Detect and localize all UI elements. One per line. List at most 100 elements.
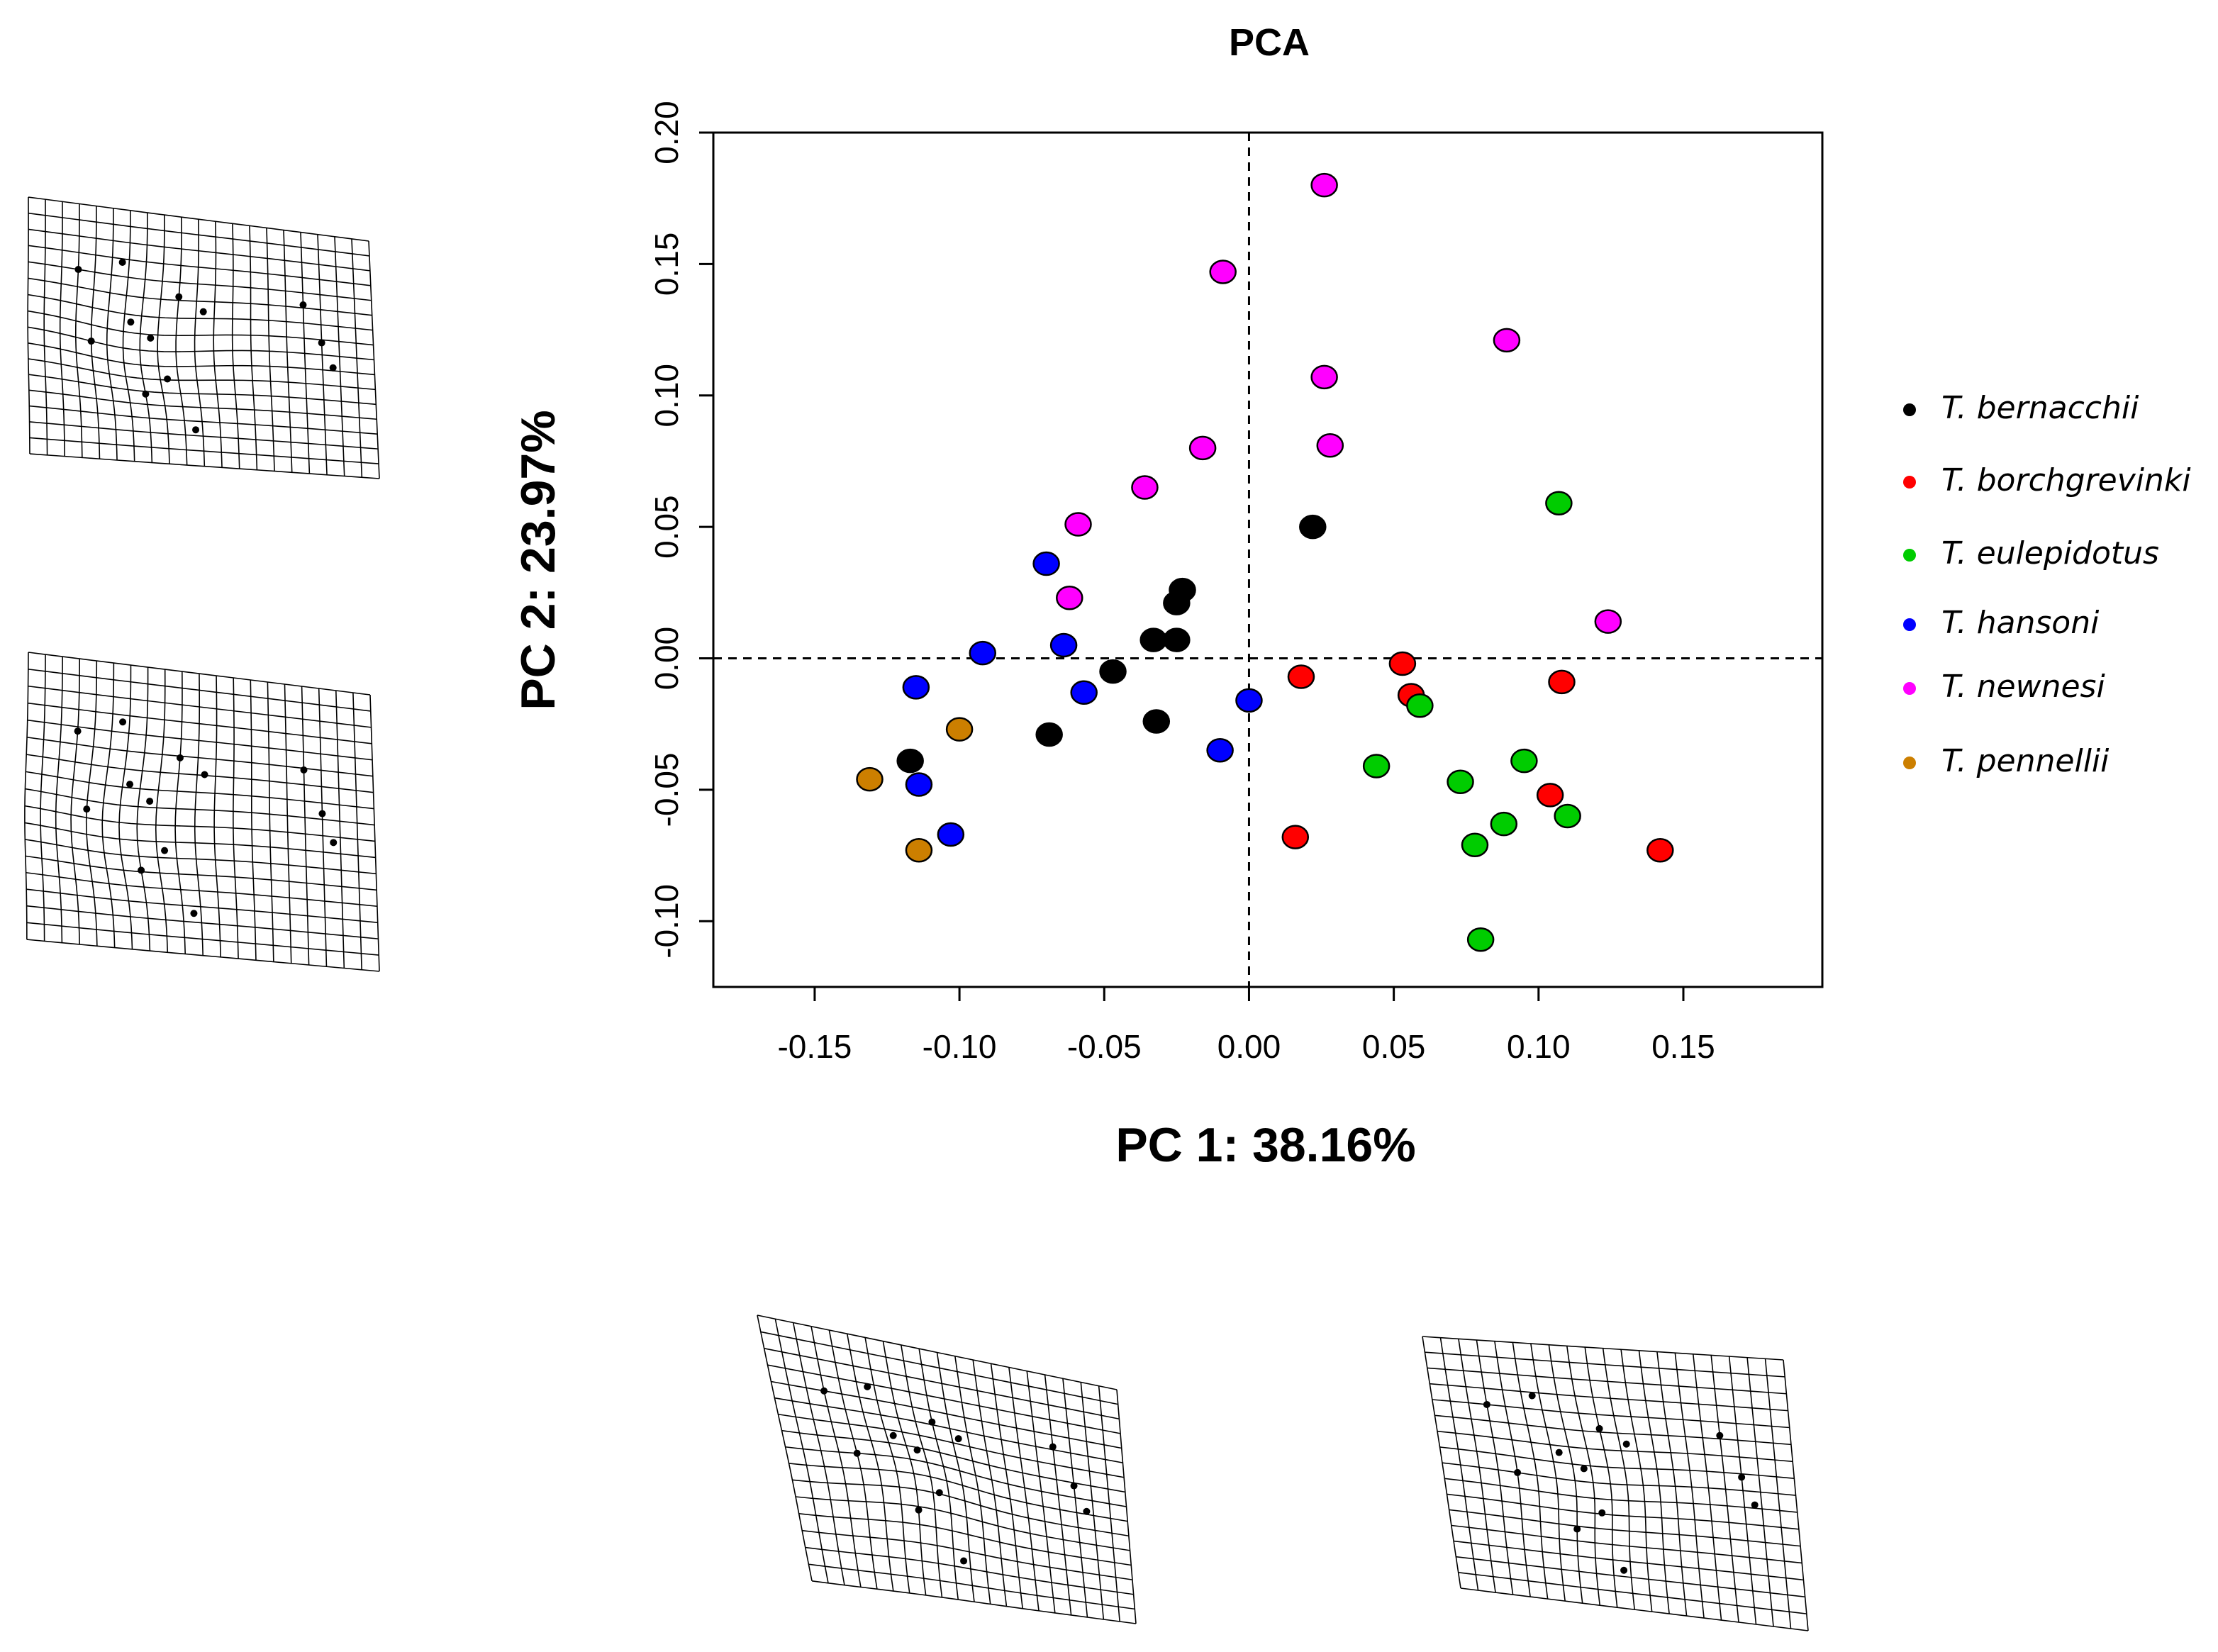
grid-line — [26, 754, 374, 793]
grid-line — [1444, 1478, 1798, 1513]
grid-line — [1008, 1367, 1040, 1611]
legend-label: T. newnesi — [1941, 669, 2105, 705]
landmark-dot — [935, 1489, 943, 1497]
grid-line — [85, 661, 98, 947]
grid-line — [26, 922, 379, 956]
grid-line — [798, 1513, 1132, 1566]
grid-line — [1674, 1353, 1705, 1619]
grid-line — [1437, 1430, 1793, 1463]
grid-line — [26, 737, 373, 777]
grid-line — [301, 686, 310, 966]
landmark-dot — [74, 266, 82, 274]
grid-line — [1434, 1414, 1792, 1446]
grid-line — [25, 855, 377, 891]
legend-label: T. pennellii — [1941, 743, 2110, 779]
legend: T. bernacchii T. borchgrevinki T. eulepido… — [1903, 390, 2191, 779]
grid-line — [24, 652, 29, 940]
grid-line — [175, 217, 188, 466]
grid-line — [774, 1397, 1123, 1463]
grid-line — [28, 702, 372, 744]
landmark-dot — [1598, 1509, 1606, 1517]
grid-line — [118, 665, 133, 949]
landmark-dot — [864, 1383, 871, 1390]
grid-line — [90, 206, 101, 459]
grid-line — [1430, 1383, 1788, 1412]
landmark-dot — [118, 258, 126, 266]
legend-label: T. borchgrevinki — [1941, 462, 2191, 498]
y-tick-label: -0.05 — [648, 752, 685, 827]
grid-line — [1425, 1351, 1785, 1378]
grid-line — [1456, 1556, 1805, 1598]
landmark-dot — [83, 805, 91, 813]
grid-line — [369, 694, 380, 972]
grid-line — [174, 671, 186, 954]
grid-line — [26, 871, 378, 908]
x-tick-label: 0.00 — [1217, 1028, 1281, 1065]
data-point — [1299, 514, 1327, 540]
grid-line — [157, 215, 170, 464]
data-point — [1406, 693, 1434, 718]
landmark-dot — [853, 1449, 861, 1457]
grid-line — [335, 690, 345, 969]
data-point — [902, 675, 930, 700]
data-point — [1510, 748, 1538, 774]
landmark-dot — [299, 301, 307, 309]
grid-line — [808, 1563, 1135, 1610]
grid-line — [28, 652, 371, 696]
data-point — [905, 837, 933, 863]
data-point — [1163, 591, 1191, 615]
grid-line — [40, 654, 46, 942]
data-point — [945, 717, 974, 742]
grid-line — [231, 223, 240, 469]
data-point — [1362, 754, 1391, 778]
data-point — [1235, 688, 1263, 713]
landmark-dot — [164, 375, 172, 383]
grid-line — [27, 719, 373, 761]
grid-line — [1432, 1399, 1790, 1429]
data-point — [1545, 491, 1573, 516]
grid-line — [28, 196, 369, 242]
landmark-dot — [74, 727, 82, 735]
grid-line — [29, 437, 379, 464]
grid-line — [1584, 1346, 1618, 1608]
grid-line — [1442, 1462, 1796, 1496]
landmark-dot — [960, 1557, 968, 1565]
landmark-dot — [1716, 1431, 1724, 1439]
landmark-dot — [201, 771, 208, 778]
grid-line — [250, 679, 257, 961]
landmark-dot — [126, 781, 134, 788]
plot-area: -0.15 -0.10 -0.05 0.00 0.05 0.10 0.15 -0.10-0.… — [648, 101, 1824, 1065]
grid-line — [1447, 1493, 1799, 1530]
y-tick-label: 0.00 — [648, 627, 685, 691]
landmark-dot — [161, 847, 169, 854]
data-point — [1536, 783, 1564, 808]
x-tick-label: 0.05 — [1362, 1028, 1426, 1065]
grid-line — [757, 1315, 1118, 1390]
grid-line — [28, 212, 370, 257]
grid-line — [283, 230, 293, 473]
grid-line — [1422, 1336, 1784, 1361]
data-point — [1594, 609, 1622, 634]
data-point — [1163, 627, 1191, 652]
grid-line — [28, 669, 371, 712]
grid-line — [26, 771, 374, 810]
grid-line — [74, 203, 83, 458]
landmark-dot — [199, 308, 207, 316]
grid-line — [28, 245, 371, 286]
grid-line — [25, 839, 377, 875]
data-point — [1287, 664, 1315, 689]
grid-line — [1656, 1351, 1688, 1617]
grid-line — [28, 326, 374, 361]
grid-line — [796, 1496, 1130, 1551]
plot-frame — [712, 131, 1824, 988]
legend-label: T. eulepidotus — [1941, 535, 2159, 571]
grid-line — [1427, 1367, 1787, 1395]
grid-line — [28, 277, 372, 316]
data-point — [969, 640, 997, 666]
landmark-dot — [1573, 1525, 1581, 1533]
grid-line — [1602, 1348, 1635, 1610]
landmark-dot — [1738, 1473, 1746, 1481]
data-point — [1035, 722, 1063, 747]
landmark-dot — [1555, 1449, 1563, 1456]
landmark-dot — [1751, 1501, 1759, 1509]
